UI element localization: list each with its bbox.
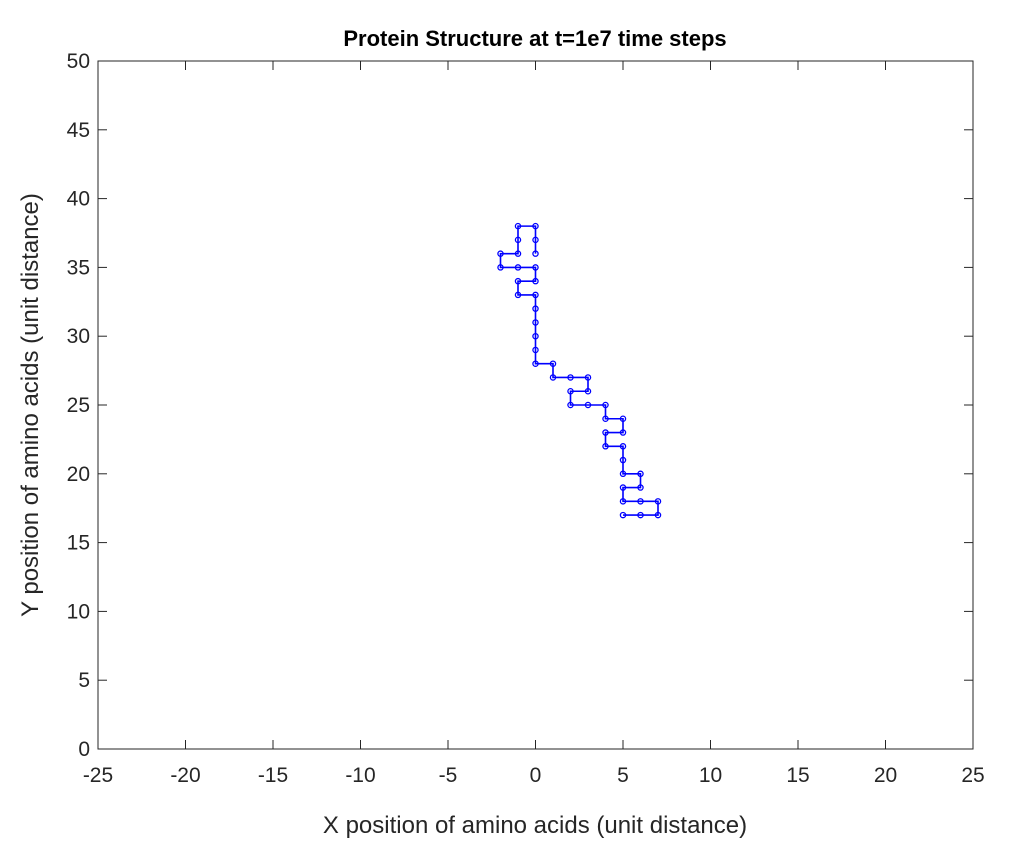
y-tick-label: 0 xyxy=(78,738,90,761)
data-point xyxy=(654,498,662,505)
data-point xyxy=(567,401,574,409)
data-point xyxy=(532,319,539,326)
data-point xyxy=(549,360,557,367)
data-point xyxy=(619,511,627,519)
x-tick-label: 20 xyxy=(874,764,897,787)
data-point xyxy=(584,374,592,381)
data-point xyxy=(654,511,662,519)
y-tick-label: 30 xyxy=(67,325,90,348)
data-point xyxy=(514,277,522,285)
y-tick-label: 40 xyxy=(67,188,90,211)
data-point xyxy=(619,484,627,491)
x-tick-label: 0 xyxy=(530,764,542,787)
x-tick-label: -5 xyxy=(439,764,458,787)
x-axis-label: X position of amino acids (unit distance… xyxy=(323,812,747,839)
data-point xyxy=(602,443,609,450)
data-point xyxy=(584,387,592,395)
data-point xyxy=(497,250,504,257)
x-tick-label: -15 xyxy=(258,764,288,787)
data-point xyxy=(637,484,644,491)
data-point xyxy=(602,415,609,423)
data-point xyxy=(514,236,522,244)
data-point xyxy=(532,250,539,257)
data-point xyxy=(637,498,644,505)
data-point xyxy=(532,305,539,312)
data-point xyxy=(532,277,539,285)
data-point xyxy=(637,470,644,478)
data-point xyxy=(514,291,522,299)
data-point xyxy=(619,429,627,436)
y-tick-label: 5 xyxy=(78,669,90,692)
data-point xyxy=(619,415,627,423)
data-point xyxy=(514,250,522,257)
data-point xyxy=(602,429,609,436)
data-point xyxy=(514,222,522,230)
data-point xyxy=(619,456,627,464)
y-tick-label: 45 xyxy=(67,119,90,142)
series-layer xyxy=(497,222,662,519)
data-point xyxy=(549,374,557,381)
x-tick-label: 5 xyxy=(617,764,629,787)
data-point xyxy=(619,470,627,478)
data-point xyxy=(637,511,644,519)
y-tick-label: 50 xyxy=(67,50,90,73)
data-point xyxy=(602,401,609,409)
data-point xyxy=(584,401,592,409)
ticks-layer: -25 -20 -15 -10 -5 0 5 10 15 20 25 0 5 10 15 20 25 30 35 40… xyxy=(67,50,985,787)
data-point xyxy=(532,264,539,271)
data-point xyxy=(514,264,522,271)
data-point xyxy=(532,360,539,367)
data-point xyxy=(532,236,539,244)
plot-frame xyxy=(97,60,974,750)
y-tick-label: 15 xyxy=(67,532,90,555)
x-tick-label: 10 xyxy=(699,764,722,787)
plot-area xyxy=(98,61,973,749)
data-point xyxy=(619,498,627,505)
data-point xyxy=(497,264,504,271)
x-tick-label: -20 xyxy=(170,764,200,787)
data-point xyxy=(619,443,627,450)
y-tick-label: 25 xyxy=(67,394,90,417)
y-tick-label: 35 xyxy=(67,256,90,279)
data-point xyxy=(567,374,574,381)
data-point xyxy=(532,222,539,230)
x-tick-label: 25 xyxy=(961,764,984,787)
y-tick-label: 20 xyxy=(67,463,90,486)
y-tick-label: 10 xyxy=(67,600,90,623)
x-tick-label: -25 xyxy=(83,764,113,787)
x-tick-label: -10 xyxy=(345,764,375,787)
data-point xyxy=(532,332,539,340)
data-point xyxy=(532,291,539,299)
data-point xyxy=(567,387,574,395)
chart-title: Protein Structure at t=1e7 time steps xyxy=(343,26,726,51)
series-line xyxy=(499,225,659,516)
y-axis-label: Y position of amino acids (unit distance… xyxy=(17,193,44,617)
data-point xyxy=(532,346,539,354)
x-tick-label: 15 xyxy=(786,764,809,787)
